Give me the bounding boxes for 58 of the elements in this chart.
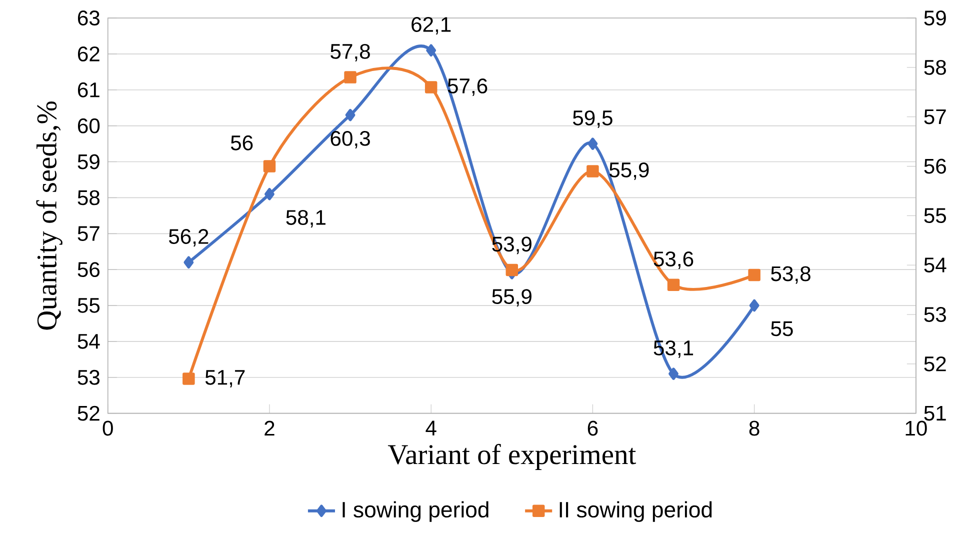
x-axis-title: Variant of experiment [388,444,636,470]
point [588,138,598,150]
y-tick-label: 56 [78,262,100,278]
point [426,44,436,57]
point [424,81,438,94]
data-label: 55,9 [609,162,649,180]
y-tick-label: 62 [78,46,100,62]
y2-tick-label: 51 [924,406,946,421]
x-tick-label: 4 [426,420,436,436]
x-tick-label: 0 [102,420,113,436]
data-label: 53,8 [771,266,810,284]
y2-tick-label: 53 [924,307,946,322]
y-tick-label: 55 [78,298,100,314]
data-label: 51,7 [205,370,245,388]
point [586,165,599,178]
data-label: 56 [230,136,253,150]
x-tick-label: 10 [906,420,927,436]
data-label: 55 [771,322,793,336]
y-tick-label: 63 [78,10,100,26]
y-tick-label: 52 [78,406,100,421]
y-tick-label: 53 [78,370,100,386]
x-tick-label: 2 [264,420,274,436]
point [263,160,276,173]
x-tick-label: 8 [749,420,760,436]
point [345,109,356,122]
x-tick-label: 6 [588,420,598,436]
data-label: 57,8 [330,44,370,62]
y-axis-title: Quantity of seeds,% [36,102,62,330]
point [748,269,760,282]
point [264,188,274,200]
y2-tick-label: 55 [924,208,946,224]
legend-label: II sowing period [560,501,712,522]
data-label: 56,2 [168,229,208,247]
y-tick-label: 54 [78,334,100,349]
y2-tick-label: 56 [924,158,946,174]
y2-tick-label: 52 [924,356,946,372]
y2-tick-label: 58 [924,60,946,76]
y2-tick-label: 57 [924,110,946,124]
point [184,256,194,269]
y-tick-label: 61 [78,82,100,98]
y-tick-label: 57 [78,226,100,242]
y-tick-label: 58 [78,190,100,206]
legend-label: I sowing period [342,501,488,522]
y-tick-label: 59 [78,154,100,170]
data-label: 60,3 [330,131,370,149]
y-tick-label: 60 [78,118,100,134]
point [749,300,760,312]
data-label: 58,1 [286,210,326,228]
y2-tick-label: 59 [924,10,946,26]
point [182,372,195,386]
data-label: 62,1 [412,17,451,35]
point [506,264,518,276]
data-label: 59,5 [573,110,612,128]
point [668,368,678,380]
point [667,278,680,292]
y2-tick-label: 54 [924,258,946,273]
point [344,71,356,84]
data-label: 55,9 [492,289,532,307]
